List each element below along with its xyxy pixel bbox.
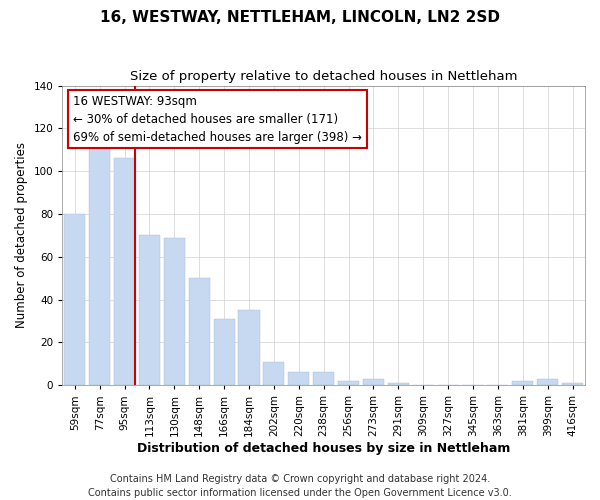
X-axis label: Distribution of detached houses by size in Nettleham: Distribution of detached houses by size … — [137, 442, 511, 455]
Title: Size of property relative to detached houses in Nettleham: Size of property relative to detached ho… — [130, 70, 517, 83]
Bar — [238, 310, 260, 386]
Bar — [338, 381, 359, 386]
Bar — [388, 383, 409, 386]
Bar — [214, 319, 235, 386]
Bar — [89, 148, 110, 386]
Bar — [139, 236, 160, 386]
Bar — [363, 379, 384, 386]
Bar — [512, 381, 533, 386]
Bar — [114, 158, 135, 386]
Text: 16, WESTWAY, NETTLEHAM, LINCOLN, LN2 2SD: 16, WESTWAY, NETTLEHAM, LINCOLN, LN2 2SD — [100, 10, 500, 25]
Bar — [288, 372, 310, 386]
Bar — [562, 383, 583, 386]
Y-axis label: Number of detached properties: Number of detached properties — [15, 142, 28, 328]
Bar — [164, 238, 185, 386]
Bar — [188, 278, 210, 386]
Bar — [313, 372, 334, 386]
Text: Contains HM Land Registry data © Crown copyright and database right 2024.
Contai: Contains HM Land Registry data © Crown c… — [88, 474, 512, 498]
Bar — [537, 379, 558, 386]
Bar — [263, 362, 284, 386]
Text: 16 WESTWAY: 93sqm
← 30% of detached houses are smaller (171)
69% of semi-detache: 16 WESTWAY: 93sqm ← 30% of detached hous… — [73, 94, 362, 144]
Bar — [64, 214, 85, 386]
